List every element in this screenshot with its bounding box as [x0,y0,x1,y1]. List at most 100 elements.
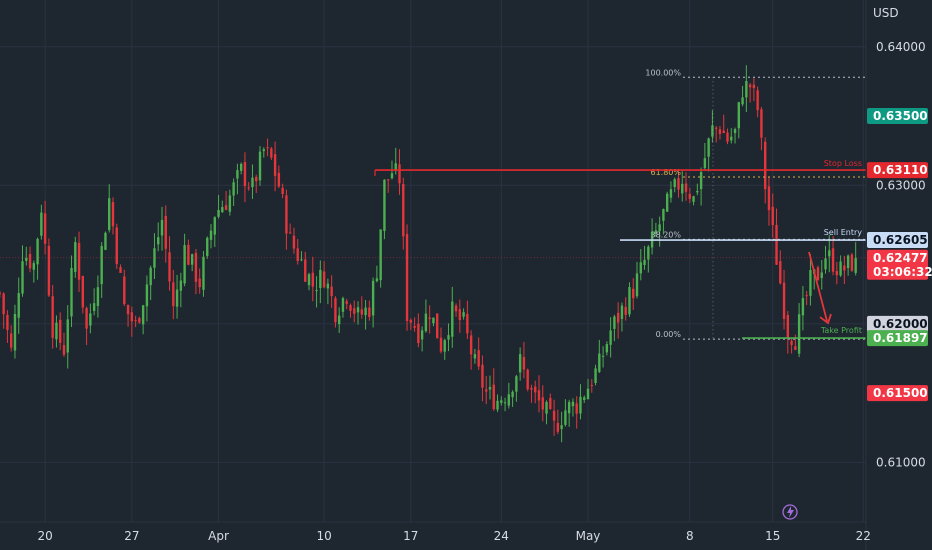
candle-body[interactable] [194,252,198,282]
candle-body[interactable] [160,220,164,236]
candle-body[interactable] [296,248,299,261]
candle-body[interactable] [209,230,213,240]
candle-body[interactable] [70,267,73,317]
candle-body[interactable] [432,317,435,324]
candle-body[interactable] [496,400,499,410]
candle-body[interactable] [55,322,58,340]
candle-body[interactable] [439,337,443,352]
candle-body[interactable] [790,340,793,345]
lightning-icon[interactable] [782,504,798,520]
candle-body[interactable] [175,289,179,307]
candle-body[interactable] [767,186,771,211]
candle-body[interactable] [285,195,288,234]
candle-body[interactable] [356,307,360,313]
candle-body[interactable] [635,273,639,297]
candle-body[interactable] [74,242,77,272]
candle-body[interactable] [100,245,103,285]
candle-body[interactable] [149,267,152,286]
candle-body[interactable] [662,209,665,221]
candle-body[interactable] [451,301,454,337]
candle-body[interactable] [545,401,548,414]
candle-body[interactable] [718,129,722,135]
candle-body[interactable] [9,333,13,348]
candle-body[interactable] [417,323,420,344]
candle-body[interactable] [92,303,96,311]
candle-body[interactable] [726,132,729,142]
candle-body[interactable] [258,151,262,181]
candle-body[interactable] [756,90,759,111]
candle-body[interactable] [277,172,281,187]
candle-body[interactable] [221,207,224,213]
candle-body[interactable] [628,287,631,315]
candle-body[interactable] [341,298,345,312]
candle-body[interactable] [549,397,552,409]
candle-body[interactable] [307,274,311,286]
candle-body[interactable] [206,237,209,257]
candle-body[interactable] [413,326,416,328]
candle-body[interactable] [353,308,356,314]
candle-body[interactable] [771,206,774,226]
candle-body[interactable] [428,317,431,320]
candle-body[interactable] [843,265,846,271]
candle-body[interactable] [801,298,805,316]
candle-body[interactable] [745,81,748,98]
candle-body[interactable] [485,389,488,392]
candle-body[interactable] [699,172,703,190]
candle-body[interactable] [228,195,232,212]
candle-body[interactable] [515,376,518,392]
candle-body[interactable] [481,364,484,388]
candle-body[interactable] [96,287,100,307]
candle-body[interactable] [782,282,786,319]
candle-body[interactable] [141,305,145,325]
candle-body[interactable] [424,313,428,332]
candle-body[interactable] [81,275,85,308]
candle-body[interactable] [198,278,201,288]
candle-body[interactable] [187,244,190,265]
candle-body[interactable] [36,238,39,265]
candle-body[interactable] [809,270,812,296]
candle-body[interactable] [371,280,375,316]
candle-body[interactable] [518,354,522,373]
candle-body[interactable] [839,261,842,276]
candle-body[interactable] [420,330,424,340]
candle-body[interactable] [239,163,243,171]
candle-body[interactable] [247,187,250,189]
candle-body[interactable] [145,284,149,307]
candle-body[interactable] [609,330,612,345]
candle-body[interactable] [315,290,318,292]
candle-body[interactable] [168,252,171,282]
candles[interactable] [0,65,857,443]
candle-body[interactable] [526,369,529,390]
candle-body[interactable] [300,259,303,261]
candle-body[interactable] [530,387,533,390]
candle-body[interactable] [89,313,92,326]
candle-body[interactable] [32,263,36,270]
candle-body[interactable] [157,237,160,245]
candle-body[interactable] [673,179,676,187]
candle-body[interactable] [469,335,473,355]
candle-body[interactable] [213,217,216,235]
candle-body[interactable] [183,245,186,284]
candle-body[interactable] [594,368,597,383]
candle-body[interactable] [477,350,480,367]
candle-body[interactable] [665,193,669,212]
candle-body[interactable] [304,259,307,282]
candle-body[interactable] [835,271,839,276]
candle-body[interactable] [243,162,247,187]
candle-body[interactable] [741,97,744,105]
candle-body[interactable] [575,403,578,414]
candle-body[interactable] [696,190,699,193]
candle-body[interactable] [571,401,575,407]
candle-body[interactable] [752,84,756,89]
candle-body[interactable] [511,391,514,398]
candle-body[interactable] [590,385,593,387]
candle-body[interactable] [394,163,397,171]
candle-body[interactable] [620,305,624,319]
candle-body[interactable] [447,335,450,340]
candle-body[interactable] [647,246,650,260]
candle-body[interactable] [503,402,507,404]
candle-body[interactable] [786,315,790,339]
candle-body[interactable] [797,314,801,354]
candle-body[interactable] [164,215,167,249]
